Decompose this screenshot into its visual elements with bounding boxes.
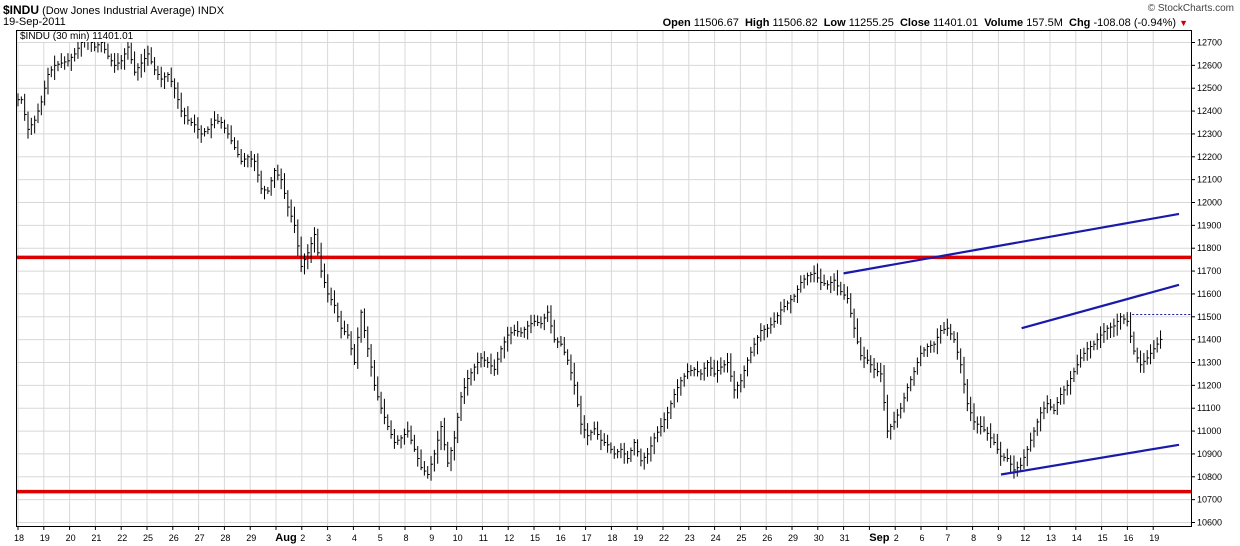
y-tick-label: 12500 — [1197, 83, 1222, 93]
volume-label: Volume — [984, 17, 1024, 29]
x-tick-label: 25 — [736, 533, 746, 543]
index-name: (Dow Jones Industrial Average) — [42, 5, 195, 17]
x-tick-label: 29 — [246, 533, 256, 543]
y-tick-label: 10600 — [1197, 518, 1222, 528]
down-triangle-icon: ▼ — [1179, 18, 1188, 28]
close-value: 11401.01 — [933, 17, 979, 29]
y-tick-label: 10700 — [1197, 495, 1222, 505]
chart-title: $INDU (Dow Jones Industrial Average) IND… — [3, 3, 224, 17]
trendline — [1021, 283, 1180, 330]
x-tick-label: 25 — [143, 533, 153, 543]
open-label: Open — [662, 17, 691, 29]
y-tick-label: 12100 — [1197, 175, 1222, 185]
x-tick-label: 8 — [403, 533, 408, 543]
y-tick-label: 11400 — [1197, 335, 1221, 345]
x-tick-label: 17 — [582, 533, 592, 543]
y-tick-label: 11800 — [1197, 243, 1221, 253]
y-tick-label: 10900 — [1197, 449, 1222, 459]
y-tick-label: 11000 — [1197, 426, 1221, 436]
stockcharts-credit: © StockCharts.com — [1147, 3, 1234, 14]
x-tick-label: 18 — [14, 533, 24, 543]
high-value: 11506.82 — [772, 17, 818, 29]
y-tick-label: 12400 — [1197, 106, 1222, 116]
y-tick-label: 12000 — [1197, 198, 1222, 208]
volume-value: 157.5M — [1026, 17, 1063, 29]
x-tick-label: 10 — [453, 533, 463, 543]
y-tick-label: 11300 — [1197, 358, 1221, 368]
x-tick-label: 26 — [169, 533, 179, 543]
y-tick-label: 10800 — [1197, 472, 1222, 482]
close-label: Close — [899, 17, 930, 29]
x-tick-label: 9 — [997, 533, 1002, 543]
y-tick-label: 11600 — [1197, 289, 1221, 299]
y-tick-label: 11700 — [1197, 266, 1221, 276]
x-tick-label: Sep — [869, 532, 889, 544]
x-tick-label: 7 — [945, 533, 950, 543]
ohlc-summary: Open 11506.67 High 11506.82 Low 11255.25… — [663, 17, 1188, 29]
x-tick-label: 26 — [762, 533, 772, 543]
legend-text: $INDU (30 min) 11401.01 — [20, 31, 134, 42]
trendline — [843, 212, 1180, 275]
x-tick-label: 9 — [429, 533, 434, 543]
chg-value: -108.08 (-0.94%) — [1093, 17, 1177, 29]
low-label: Low — [823, 17, 846, 29]
x-tick-label: 28 — [220, 533, 230, 543]
y-axis: 10600 10700 10800 10900 11000 11100 11200 11300… — [1191, 38, 1222, 528]
x-tick-label: 22 — [659, 533, 669, 543]
x-tick-label: 13 — [1046, 533, 1056, 543]
y-tick-label: 11500 — [1197, 312, 1221, 322]
chg-label: Chg — [1069, 17, 1091, 29]
chart-grid — [17, 31, 1191, 526]
plot-frame — [16, 30, 1192, 527]
low-value: 11255.25 — [848, 17, 894, 29]
x-axis: 18 19 20 21 22 25 26 27 28 29 Aug 2 3 4 5 8 9 10 11 12 15 16 1… — [14, 526, 1159, 544]
x-tick-label: 27 — [195, 533, 205, 543]
y-tick-label: 12700 — [1197, 38, 1222, 48]
x-tick-label: 3 — [326, 533, 331, 543]
x-tick-label: 16 — [556, 533, 566, 543]
y-tick-label: 11100 — [1197, 403, 1221, 413]
x-tick-label: 14 — [1072, 533, 1082, 543]
high-label: High — [744, 17, 770, 29]
open-value: 11506.67 — [693, 17, 739, 29]
x-tick-label: 18 — [607, 533, 617, 543]
chart-date: 19-Sep-2011 — [3, 16, 66, 28]
support-resistance-lines — [17, 255, 1191, 494]
x-tick-label: 12 — [504, 533, 514, 543]
symbol-label: $INDU — [3, 3, 40, 17]
x-tick-label: 4 — [352, 533, 357, 543]
x-tick-label: 20 — [66, 533, 76, 543]
x-tick-label: 16 — [1123, 533, 1133, 543]
x-tick-label: 2 — [300, 533, 305, 543]
x-tick-label: 15 — [530, 533, 540, 543]
x-tick-label: 2 — [894, 533, 899, 543]
x-tick-label: 6 — [919, 533, 924, 543]
x-tick-label: 21 — [91, 533, 101, 543]
x-tick-label: 11 — [479, 533, 488, 543]
y-tick-label: 12300 — [1197, 129, 1222, 139]
x-tick-label: Aug — [275, 532, 296, 544]
x-tick-label: 24 — [711, 533, 721, 543]
x-tick-label: 19 — [40, 533, 50, 543]
trendlines — [843, 212, 1180, 476]
trendline — [1000, 443, 1180, 476]
y-tick-label: 11200 — [1197, 380, 1221, 390]
exchange-label: INDX — [197, 5, 225, 17]
x-tick-label: 23 — [685, 533, 695, 543]
x-tick-label: 31 — [840, 533, 850, 543]
x-tick-label: 5 — [378, 533, 383, 543]
y-tick-label: 11900 — [1197, 220, 1221, 230]
series-legend: $INDU (30 min) 11401.01 — [18, 31, 136, 42]
x-tick-label: 12 — [1020, 533, 1030, 543]
y-tick-label: 12200 — [1197, 152, 1222, 162]
x-tick-label: 29 — [788, 533, 798, 543]
x-tick-label: 19 — [1149, 533, 1159, 543]
x-tick-label: 15 — [1098, 533, 1108, 543]
x-tick-label: 30 — [814, 533, 824, 543]
x-tick-label: 22 — [117, 533, 127, 543]
x-tick-label: 8 — [971, 533, 976, 543]
x-tick-label: 19 — [633, 533, 643, 543]
y-tick-label: 12600 — [1197, 60, 1222, 70]
